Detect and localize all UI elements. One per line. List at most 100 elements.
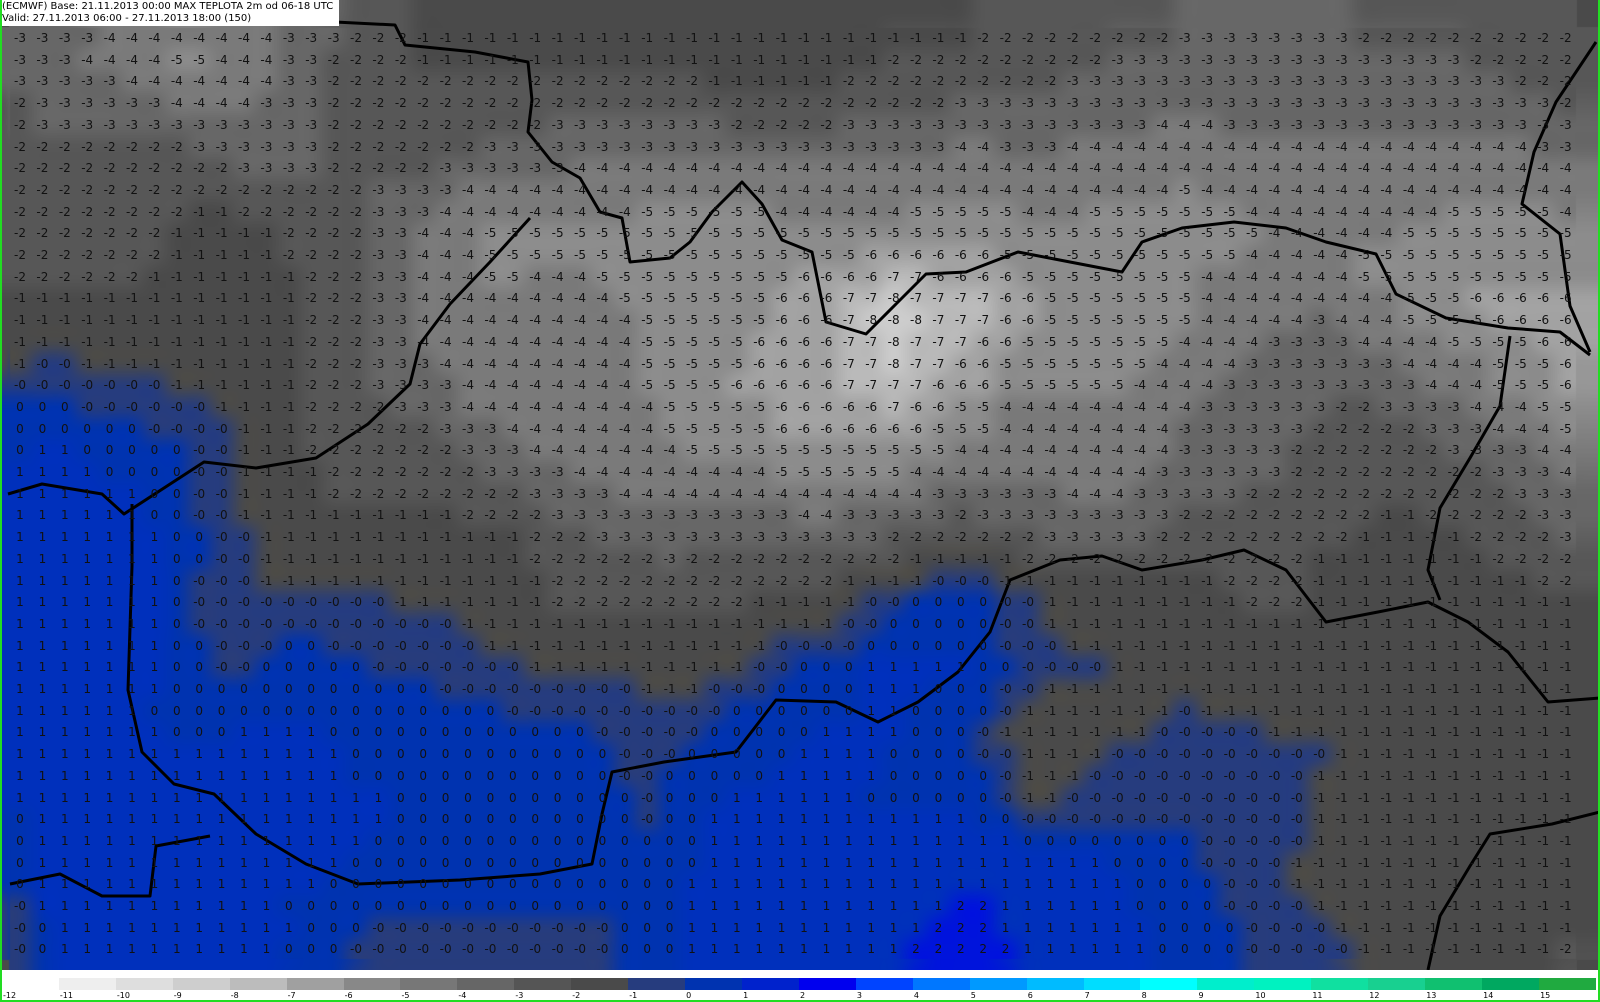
grid-value: -4 xyxy=(1089,421,1102,436)
grid-value: -5 xyxy=(708,443,721,458)
grid-value: -4 xyxy=(439,204,452,219)
grid-value: -2 xyxy=(865,551,878,566)
grid-value: -3 xyxy=(596,117,609,132)
grid-value: -2 xyxy=(350,378,362,393)
grid-value: 0 xyxy=(598,899,607,913)
grid-value: -4 xyxy=(1246,204,1258,219)
grid-value: -5 xyxy=(820,226,833,241)
grid-value: 1 xyxy=(1136,942,1144,957)
grid-value: -3 xyxy=(1223,96,1236,111)
grid-value: -1 xyxy=(551,31,564,45)
grid-value: -1 xyxy=(439,31,452,45)
grid-value: -2 xyxy=(305,291,318,306)
grid-value: -5 xyxy=(686,378,698,393)
grid-value: 1 xyxy=(83,660,92,675)
grid-value: -2 xyxy=(1358,486,1370,501)
grid-value: -1 xyxy=(1156,638,1169,653)
grid-value: -3 xyxy=(663,117,676,132)
grid-value: -2 xyxy=(1492,551,1505,566)
grid-value: -2 xyxy=(1290,443,1303,458)
header-base-line: (ECMWF) Base: 21.11.2013 00:00 MAX TEPLO… xyxy=(2,1,334,12)
colorbar-segment xyxy=(855,978,913,990)
grid-value: -5 xyxy=(1470,313,1482,328)
grid-value: -2 xyxy=(1514,31,1527,45)
grid-value: 0 xyxy=(934,703,943,718)
grid-value: -3 xyxy=(1290,74,1303,89)
grid-value: -2 xyxy=(417,421,430,436)
grid-value: -3 xyxy=(596,486,609,501)
grid-value: -0 xyxy=(215,486,228,501)
grid-value: 0 xyxy=(912,595,920,610)
grid-value: 1 xyxy=(105,508,114,523)
grid-value: -2 xyxy=(1268,508,1281,523)
grid-value: 0 xyxy=(553,725,562,740)
grid-value: -2 xyxy=(350,356,362,371)
grid-value: -8 xyxy=(910,313,922,328)
grid-value: -2 xyxy=(305,182,318,197)
grid-value: 0 xyxy=(441,768,450,783)
grid-value: -0 xyxy=(103,378,116,393)
grid-value: 2 xyxy=(956,920,965,935)
grid-value: -2 xyxy=(305,334,318,349)
grid-value: -1 xyxy=(1402,703,1415,718)
grid-value: -1 xyxy=(36,291,49,306)
grid-value: 1 xyxy=(172,877,181,892)
grid-value: 1 xyxy=(262,877,271,892)
grid-value: -3 xyxy=(977,486,990,501)
grid-value: -4 xyxy=(1156,182,1169,197)
grid-value: -3 xyxy=(1268,334,1281,349)
grid-value: -2 xyxy=(1089,551,1102,566)
grid-value: -3 xyxy=(1246,52,1258,67)
grid-value: -3 xyxy=(1514,443,1527,458)
grid-value: 0 xyxy=(710,725,719,740)
grid-value: -2 xyxy=(999,530,1012,545)
grid-value: 1 xyxy=(307,833,316,848)
grid-value: 1 xyxy=(867,833,876,848)
grid-value: -0 xyxy=(1201,790,1214,805)
grid-value: -5 xyxy=(641,356,654,371)
grid-value: 1 xyxy=(688,942,696,957)
grid-value: 1 xyxy=(262,920,271,935)
grid-value: -1 xyxy=(1447,877,1460,892)
grid-value: -0 xyxy=(1134,812,1146,827)
grid-value: -2 xyxy=(1156,551,1169,566)
grid-value: -3 xyxy=(775,530,788,545)
grid-value: -0 xyxy=(798,638,810,653)
grid-value: -2 xyxy=(1156,31,1169,45)
grid-value: -3 xyxy=(1044,96,1057,111)
grid-value: -3 xyxy=(708,508,721,523)
grid-value: -2 xyxy=(1470,31,1482,45)
grid-value: 0 xyxy=(1180,855,1189,870)
grid-value: -4 xyxy=(103,52,116,67)
grid-value: -0 xyxy=(1156,747,1169,762)
grid-value: -0 xyxy=(372,942,385,957)
grid-value: -1 xyxy=(1044,703,1057,718)
grid-value: 1 xyxy=(150,855,159,870)
grid-value: -4 xyxy=(1313,204,1326,219)
grid-value: -2 xyxy=(1290,573,1303,588)
grid-value: -2 xyxy=(1335,465,1348,479)
grid-value: -5 xyxy=(1559,269,1572,284)
grid-value: -4 xyxy=(1022,465,1034,479)
grid-value: -1 xyxy=(305,573,318,588)
grid-value: 1 xyxy=(60,833,69,848)
grid-value: -5 xyxy=(1425,226,1438,241)
grid-value: -5 xyxy=(730,204,743,219)
grid-value: -5 xyxy=(1022,334,1034,349)
grid-value: 1 xyxy=(710,942,719,957)
grid-value: -1 xyxy=(1447,682,1460,696)
grid-value: -5 xyxy=(1246,226,1258,241)
grid-value: 1 xyxy=(16,465,24,479)
grid-value: -2 xyxy=(305,204,318,219)
grid-value: 0 xyxy=(441,747,450,762)
grid-value: 0 xyxy=(912,616,920,631)
grid-value: -1 xyxy=(1559,812,1572,827)
grid-value: -0 xyxy=(126,378,138,393)
grid-value: -6 xyxy=(730,378,743,393)
grid-value: -0 xyxy=(417,616,430,631)
grid-value: -5 xyxy=(193,52,206,67)
grid-value: -5 xyxy=(708,421,721,436)
grid-value: -3 xyxy=(1044,508,1057,523)
grid-value: -4 xyxy=(551,443,564,458)
grid-value: -4 xyxy=(999,161,1012,176)
